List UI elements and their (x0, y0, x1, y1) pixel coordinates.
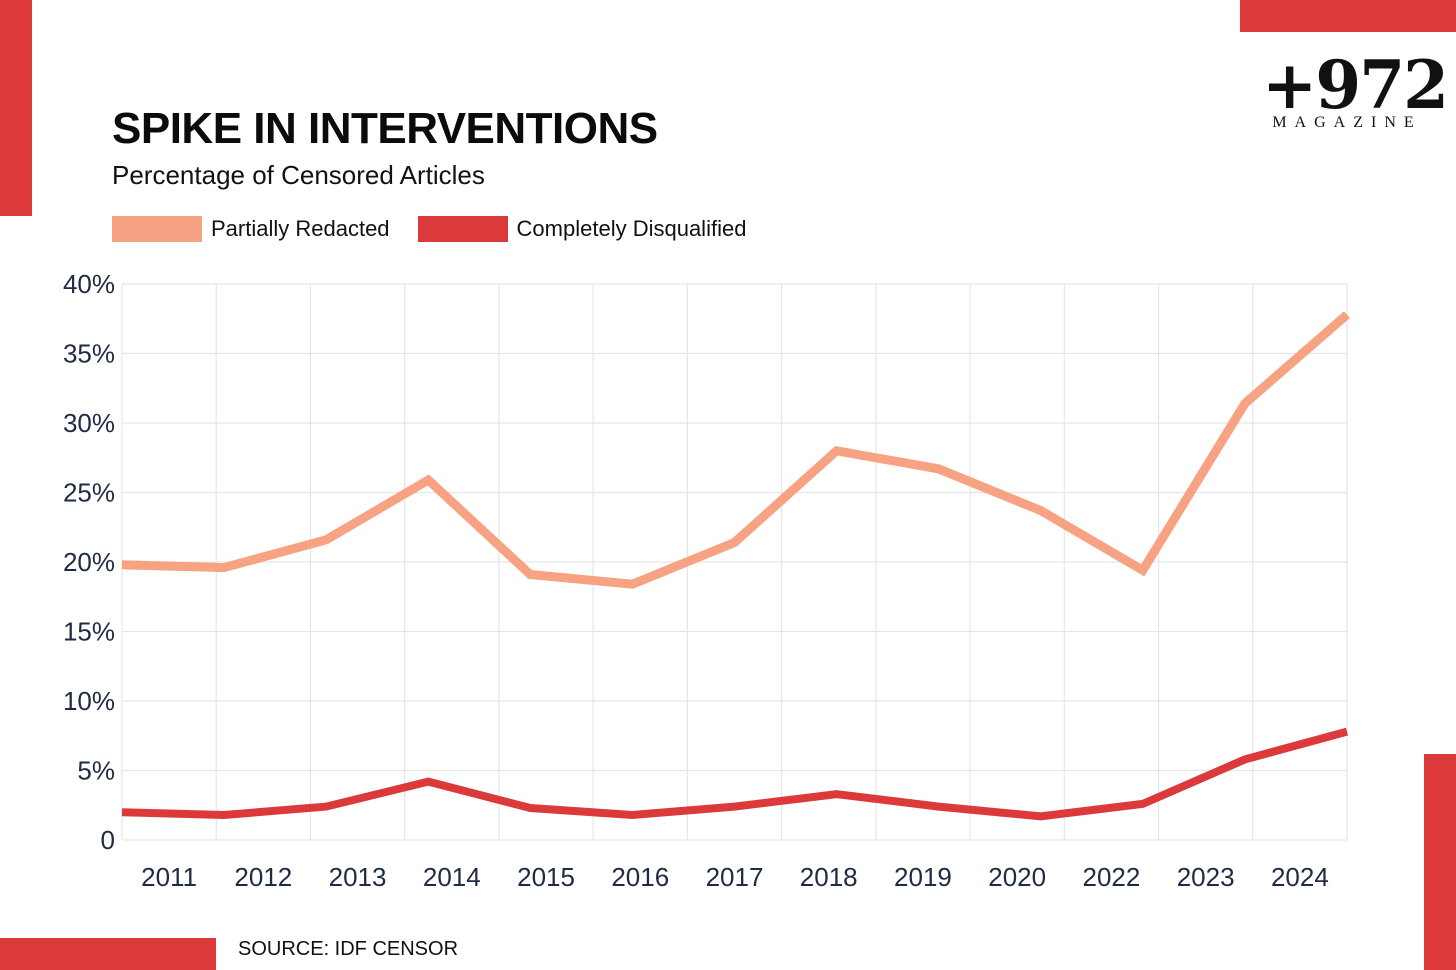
data-point (529, 574, 531, 576)
data-point (1142, 569, 1144, 571)
data-point (631, 814, 633, 816)
data-point (734, 542, 736, 544)
y-tick-label: 20% (63, 547, 115, 577)
brand-logo: +972 MAGAZINE (1262, 46, 1449, 132)
y-tick-label: 5% (77, 756, 115, 786)
x-tick-label: 2015 (517, 862, 575, 892)
y-tick-label: 25% (63, 478, 115, 508)
x-tick-label: 2017 (706, 862, 764, 892)
decorative-bar-top-right (1240, 0, 1456, 32)
data-point (938, 806, 940, 808)
series-line-completely-disqualified (121, 727, 1349, 821)
legend-swatch-partially-redacted (112, 216, 202, 242)
data-point (836, 793, 838, 795)
legend-label-partially-redacted: Partially Redacted (211, 216, 390, 241)
x-tick-label: 2022 (1083, 862, 1141, 892)
data-point (631, 583, 633, 585)
decorative-bar-bottom-left (0, 938, 216, 970)
legend-item-completely-disqualified: Completely Disqualified (417, 216, 747, 242)
x-tick-label: 2020 (988, 862, 1046, 892)
data-point (1346, 731, 1348, 733)
x-tick-label: 2011 (141, 862, 197, 892)
data-point (1346, 314, 1348, 316)
data-point (734, 806, 736, 808)
data-point (325, 539, 327, 541)
y-tick-label: 10% (63, 686, 115, 716)
chart-legend: Partially Redacted Completely Disqualifi… (112, 216, 774, 242)
data-point (427, 479, 429, 481)
logo-sub-text: MAGAZINE (1272, 114, 1422, 131)
x-tick-label: 2013 (329, 862, 387, 892)
x-tick-label: 2019 (894, 862, 952, 892)
x-tick-label: 2016 (611, 862, 669, 892)
y-tick-label: 40% (63, 269, 115, 299)
y-tick-label: 35% (63, 339, 115, 369)
legend-item-partially-redacted: Partially Redacted (112, 216, 390, 242)
data-point (1244, 758, 1246, 760)
data-point (121, 811, 123, 813)
data-point (325, 806, 327, 808)
x-tick-label: 2024 (1271, 862, 1329, 892)
data-point (938, 468, 940, 470)
data-point (1142, 803, 1144, 805)
x-tick-label: 2018 (800, 862, 858, 892)
y-tick-label: 0 (101, 825, 115, 855)
data-point (223, 567, 225, 569)
x-tick-label: 2014 (423, 862, 481, 892)
data-point (427, 781, 429, 783)
decorative-bar-top-left (0, 0, 32, 216)
data-point (1244, 403, 1246, 405)
chart-title: SPIKE IN INTERVENTIONS (112, 104, 658, 153)
data-point (1040, 815, 1042, 817)
data-point (836, 450, 838, 452)
data-point (529, 807, 531, 809)
source-note: SOURCE: IDF CENSOR (238, 938, 459, 960)
data-point (121, 564, 123, 566)
chart-subtitle: Percentage of Censored Articles (112, 160, 485, 190)
legend-swatch-completely-disqualified (417, 216, 508, 242)
decorative-bar-bottom-right (1424, 754, 1456, 970)
y-tick-label: 30% (63, 408, 115, 438)
data-point (223, 814, 225, 816)
x-tick-label: 2012 (234, 862, 292, 892)
x-tick-label: 2023 (1177, 862, 1235, 892)
logo-main-text: +972 (1262, 46, 1449, 124)
y-tick-label: 15% (63, 617, 115, 647)
series-line-partially-redacted (121, 311, 1350, 589)
data-point (1040, 510, 1042, 512)
legend-label-completely-disqualified: Completely Disqualified (516, 216, 747, 241)
